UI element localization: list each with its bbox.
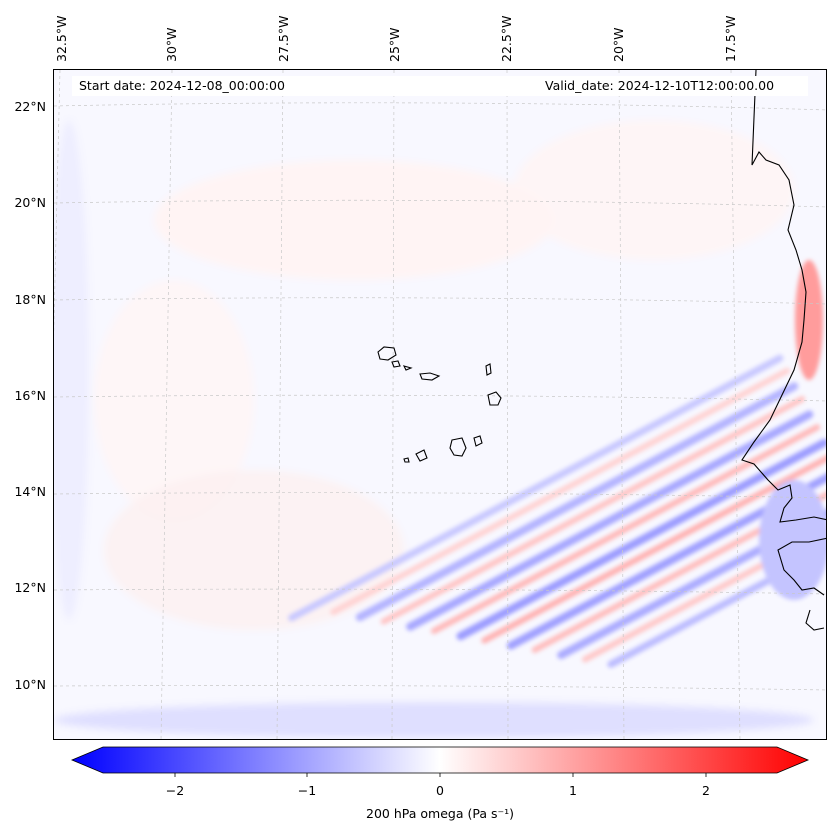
omega-background-field <box>54 70 826 739</box>
valid-date-label: Valid_date: 2024-12-10T12:00:00.00 <box>545 78 775 93</box>
africa-coastline <box>741 70 826 631</box>
lon-label-20w: 20°W <box>611 27 626 62</box>
colorbar-tick-0: 0 <box>436 783 444 798</box>
colorbar-label: 200 hPa omega (Pa s⁻¹) <box>366 806 514 821</box>
header-band <box>72 76 808 96</box>
lon-label-30w: 30°W <box>164 27 179 62</box>
colorbar-tick-m1: −1 <box>297 783 317 798</box>
lat-label-12n: 12°N <box>14 580 46 595</box>
lon-label-27-5w: 27.5°W <box>276 15 291 62</box>
omega-field-map <box>54 70 826 739</box>
lat-label-16n: 16°N <box>14 388 46 403</box>
cape-verde-islands <box>377 346 502 463</box>
lat-label-20n: 20°N <box>14 195 46 210</box>
colorbar-tick-2: 2 <box>702 783 710 798</box>
lon-label-17-5w: 17.5°W <box>723 15 738 62</box>
colorbar-tick-1: 1 <box>569 783 577 798</box>
colorbar <box>70 746 810 777</box>
lon-label-22-5w: 22.5°W <box>499 15 514 62</box>
graticule <box>54 70 826 739</box>
colorbar-tick-m2: −2 <box>165 783 185 798</box>
lat-label-18n: 18°N <box>14 292 46 307</box>
lat-label-14n: 14°N <box>14 484 46 499</box>
map-panel <box>53 69 827 740</box>
colorbar-ticks <box>174 773 707 777</box>
lon-label-32-5w: 32.5°W <box>54 15 69 62</box>
colorbar-bar <box>70 746 810 774</box>
start-date-label: Start date: 2024-12-08_00:00:00 <box>79 78 285 93</box>
lon-label-25w: 25°W <box>387 27 402 62</box>
lat-label-22n: 22°N <box>14 99 46 114</box>
lat-label-10n: 10°N <box>14 677 46 692</box>
